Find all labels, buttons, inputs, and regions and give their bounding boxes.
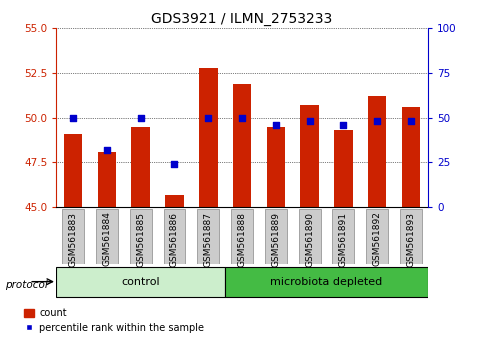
Text: GSM561886: GSM561886 xyxy=(170,212,179,267)
Bar xyxy=(98,152,116,207)
Bar xyxy=(298,209,320,264)
Bar xyxy=(131,127,150,207)
Text: GSM561887: GSM561887 xyxy=(203,212,212,267)
Bar xyxy=(266,127,285,207)
Bar xyxy=(332,209,354,264)
Point xyxy=(137,115,144,121)
Text: GSM561892: GSM561892 xyxy=(372,212,381,267)
Bar xyxy=(62,209,84,264)
Point xyxy=(271,122,279,128)
Bar xyxy=(300,105,318,207)
Title: GDS3921 / ILMN_2753233: GDS3921 / ILMN_2753233 xyxy=(151,12,332,26)
Bar xyxy=(401,107,419,207)
Bar xyxy=(224,267,427,297)
Point xyxy=(372,119,380,124)
Text: GSM561893: GSM561893 xyxy=(406,212,415,267)
Bar xyxy=(129,209,151,264)
Text: GSM561885: GSM561885 xyxy=(136,212,145,267)
Bar xyxy=(367,96,386,207)
Text: GSM561888: GSM561888 xyxy=(237,212,246,267)
Point xyxy=(305,119,313,124)
Text: protocol: protocol xyxy=(5,280,47,290)
Point xyxy=(170,161,178,167)
Text: GSM561884: GSM561884 xyxy=(102,212,111,267)
Text: GSM561891: GSM561891 xyxy=(338,212,347,267)
Bar xyxy=(199,68,217,207)
Bar xyxy=(56,267,224,297)
Bar xyxy=(232,84,251,207)
Bar xyxy=(163,209,185,264)
Bar xyxy=(64,134,82,207)
Point xyxy=(69,115,77,121)
Text: control: control xyxy=(121,276,160,287)
Text: GSM561883: GSM561883 xyxy=(68,212,78,267)
Point xyxy=(103,147,111,153)
Bar xyxy=(333,130,352,207)
Text: GSM561889: GSM561889 xyxy=(271,212,280,267)
Point xyxy=(339,122,346,128)
Point xyxy=(204,115,212,121)
Bar xyxy=(399,209,421,264)
Bar xyxy=(366,209,387,264)
Bar xyxy=(165,195,183,207)
Bar xyxy=(231,209,252,264)
Legend: count, percentile rank within the sample: count, percentile rank within the sample xyxy=(24,308,203,333)
Text: microbiota depleted: microbiota depleted xyxy=(270,276,382,287)
Point xyxy=(238,115,245,121)
Text: GSM561890: GSM561890 xyxy=(305,212,313,267)
Bar xyxy=(264,209,286,264)
Point xyxy=(406,119,414,124)
Bar xyxy=(96,209,118,264)
Bar xyxy=(197,209,219,264)
